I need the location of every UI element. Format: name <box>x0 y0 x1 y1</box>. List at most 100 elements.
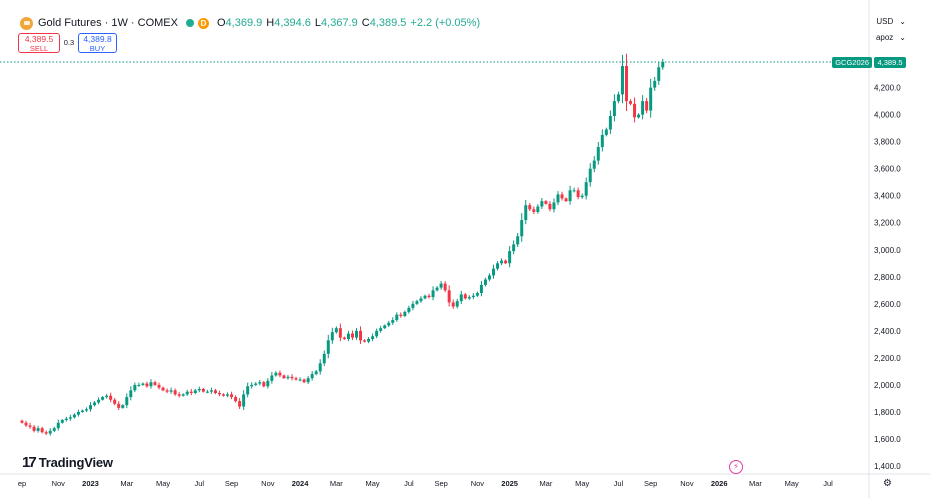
flash-icon[interactable]: ⚡ <box>729 460 743 474</box>
symbol-title[interactable]: Gold Futures · 1W · COMEX <box>38 17 178 29</box>
candle <box>20 419 24 424</box>
candle <box>580 193 584 199</box>
candle-body <box>637 114 641 118</box>
candle <box>181 393 185 397</box>
sell-button[interactable]: 4,389.5 SELL <box>18 33 60 53</box>
candle <box>84 407 88 413</box>
candle-body <box>629 101 633 104</box>
candle <box>363 339 367 343</box>
candle <box>504 259 508 265</box>
x-tick-label: May <box>785 479 799 488</box>
candle <box>471 293 475 300</box>
candle <box>32 424 36 433</box>
logo-text: TradingView <box>38 455 113 470</box>
candle-body <box>310 374 314 379</box>
x-tick-label: 2024 <box>292 479 310 488</box>
candle <box>649 78 653 118</box>
candle-body <box>483 279 487 285</box>
y-tick-label: 3,800.0 <box>874 138 901 147</box>
candle-body <box>44 432 48 434</box>
candle <box>407 305 411 314</box>
buy-button[interactable]: 4,389.8 BUY <box>78 33 117 53</box>
candle <box>234 395 238 403</box>
candle-body <box>169 390 173 392</box>
candle-body <box>254 383 258 385</box>
candle-body <box>286 376 290 379</box>
candle <box>318 359 322 375</box>
candle-body <box>282 375 286 379</box>
candle-body <box>544 201 548 204</box>
candle <box>552 198 556 213</box>
delayed-badge[interactable]: D <box>197 17 209 29</box>
candle <box>592 156 596 173</box>
market-status-icon <box>185 19 194 27</box>
candle <box>254 382 258 387</box>
candle-body <box>93 402 97 406</box>
candle <box>161 386 165 392</box>
currency-select[interactable]: USD ⌄ <box>876 17 906 26</box>
candle <box>226 392 230 398</box>
candle <box>584 177 588 200</box>
candle-body <box>572 190 576 192</box>
candle-body <box>230 394 234 398</box>
candle <box>467 295 471 300</box>
candle <box>246 382 250 398</box>
candle <box>520 213 524 242</box>
candle-body <box>520 220 524 237</box>
candle <box>101 395 105 401</box>
tradingview-logo[interactable]: 17 TradingView <box>22 454 113 471</box>
scale-select[interactable]: apoz ⌄ <box>876 33 906 42</box>
candle <box>60 418 64 424</box>
candle <box>68 414 72 421</box>
x-tick-label: Nov <box>680 479 694 488</box>
x-tick-label: Jul <box>823 479 833 488</box>
candle-body <box>262 382 266 387</box>
candle <box>153 380 157 387</box>
candle <box>121 404 125 409</box>
candle-body <box>181 394 185 396</box>
x-tick-label: Sep <box>225 479 238 488</box>
candle <box>113 397 117 406</box>
candle-body <box>145 383 149 387</box>
candle <box>487 273 491 282</box>
candle <box>314 369 318 376</box>
candle <box>193 388 197 395</box>
candle <box>560 191 564 201</box>
candle-body <box>492 268 496 276</box>
candle-body <box>193 390 197 394</box>
candle <box>177 392 181 398</box>
candle-body <box>532 209 536 212</box>
candle <box>483 277 487 287</box>
candle <box>604 127 608 137</box>
candle <box>536 204 540 214</box>
candle-body <box>657 67 661 81</box>
candle-body <box>596 147 600 161</box>
candle-body <box>266 380 270 387</box>
candle-body <box>226 394 230 396</box>
low-label: L <box>314 17 322 29</box>
candle-body <box>439 283 443 288</box>
gear-icon[interactable]: ⚙ <box>883 478 892 489</box>
candle-body <box>177 394 181 396</box>
candle-body <box>592 160 596 169</box>
candle-body <box>451 302 455 307</box>
high-value: 4,394.6 <box>274 17 311 29</box>
candle-body <box>560 194 564 199</box>
candle-body <box>487 275 491 280</box>
candle <box>391 317 395 325</box>
candle-body <box>64 418 68 421</box>
candle-body <box>423 295 427 299</box>
candle <box>629 99 633 106</box>
candle <box>379 325 383 333</box>
candle-body <box>334 328 338 333</box>
candle <box>375 328 379 339</box>
candle <box>97 397 101 405</box>
candle <box>492 264 496 279</box>
candle <box>383 324 387 330</box>
close-value: 4,389.5 <box>369 17 407 29</box>
candle-body <box>508 251 512 264</box>
close-label: C <box>361 17 370 29</box>
y-tick-label: 3,200.0 <box>874 219 901 228</box>
candle-body <box>387 322 391 326</box>
